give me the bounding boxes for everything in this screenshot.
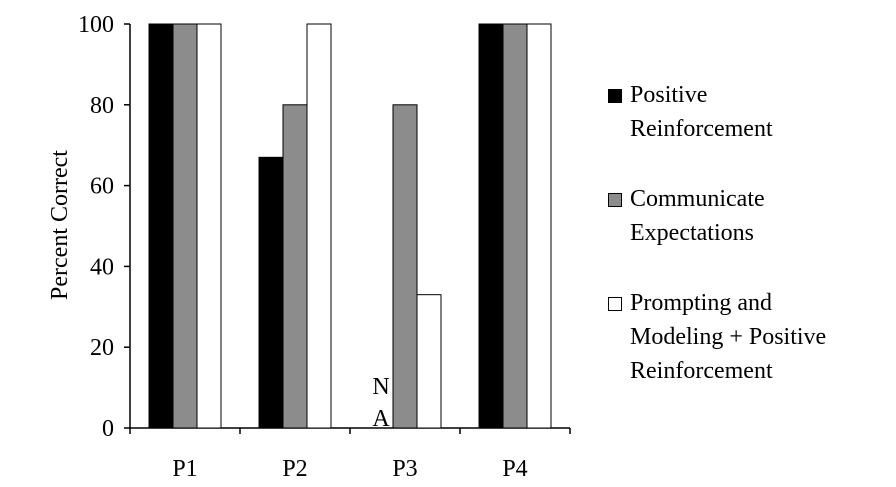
x-tick-label: P3 (392, 456, 417, 482)
legend: Positive Reinforcement Communicate Expect… (608, 78, 896, 388)
y-tick-label: 80 (90, 93, 114, 119)
legend-swatch (608, 89, 622, 103)
bar-p2-series-1 (258, 156, 284, 429)
y-tick-label: 60 (90, 174, 114, 200)
legend-label: Communicate Expectations (630, 186, 765, 246)
bar-p4-series-3 (526, 23, 552, 429)
bar-p3-series-3 (416, 294, 442, 429)
legend-item: Positive Reinforcement (608, 78, 896, 146)
legend-item: Prompting and Modeling + Positive Reinfo… (608, 286, 896, 388)
na-annotation: A (372, 406, 390, 432)
y-axis-label: Percent Correct (47, 150, 73, 300)
legend-swatch (608, 193, 622, 207)
x-tick-label: P2 (282, 456, 307, 482)
legend-item: Communicate Expectations (608, 182, 896, 250)
y-axis: 0 20 40 60 80 100 (78, 12, 131, 442)
bar-p2-series-2 (282, 104, 308, 429)
y-tick-label: 0 (102, 416, 114, 442)
bar-p4-series-1 (478, 23, 504, 429)
bars (148, 23, 552, 429)
bar-p1-series-3 (196, 23, 222, 429)
x-axis: P1 P2 P3 P4 (129, 427, 571, 482)
y-tick-label: 40 (90, 254, 114, 280)
x-tick-label: P4 (502, 456, 527, 482)
y-tick-label: 100 (78, 12, 114, 38)
x-tick-label: P1 (172, 456, 197, 482)
bar-p2-series-3 (306, 23, 332, 429)
annotations: NA (372, 374, 390, 432)
bar-p4-series-2 (502, 23, 528, 429)
bar-p3-series-2 (392, 104, 418, 429)
legend-label: Positive Reinforcement (630, 82, 773, 142)
bar-p1-series-2 (172, 23, 198, 429)
y-tick-label: 20 (90, 335, 114, 361)
bar-p1-series-1 (148, 23, 174, 429)
legend-label: Prompting and Modeling + Positive Reinfo… (630, 290, 827, 384)
na-annotation: N (372, 374, 389, 400)
legend-swatch (608, 297, 622, 311)
